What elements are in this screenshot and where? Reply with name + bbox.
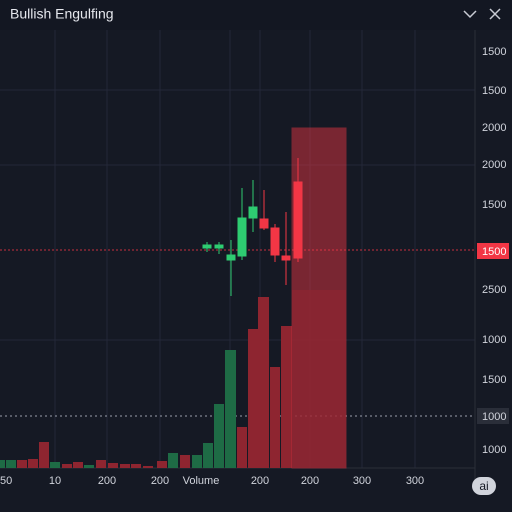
pattern-volume (292, 290, 346, 468)
time-label: 10 (49, 475, 61, 487)
price-label: 2000 (482, 122, 506, 134)
price-label: 1500 (482, 46, 506, 58)
price-label: 1000 (482, 334, 506, 346)
price-label: 2500 (482, 284, 506, 296)
price-marker: 1500 (482, 246, 506, 258)
price-label: 1000 (482, 444, 506, 456)
time-label: 300 (406, 475, 424, 487)
price-label: 2000 (482, 159, 506, 171)
candles (202, 158, 303, 296)
price-label: 1500 (482, 374, 506, 386)
ai-badge[interactable] (472, 477, 496, 495)
price-marker-box (477, 243, 509, 259)
volume-marker: 1000 (482, 411, 506, 423)
price-label: 1500 (482, 199, 506, 211)
time-label: 50 (0, 475, 12, 487)
ai-badge-label[interactable]: ai (479, 479, 488, 493)
time-label: 300 (353, 475, 371, 487)
time-label: Volume (183, 475, 220, 487)
time-label: 200 (98, 475, 116, 487)
title: Bullish Engulfing (10, 6, 114, 22)
volume-marker-box (477, 408, 509, 424)
time-label: 200 (251, 475, 269, 487)
volume-bars (0, 297, 292, 468)
time-label: 200 (151, 475, 169, 487)
price-label: 1500 (482, 85, 506, 97)
header-bar (0, 0, 512, 30)
window-controls[interactable] (463, 8, 501, 20)
time-label: 200 (301, 475, 319, 487)
